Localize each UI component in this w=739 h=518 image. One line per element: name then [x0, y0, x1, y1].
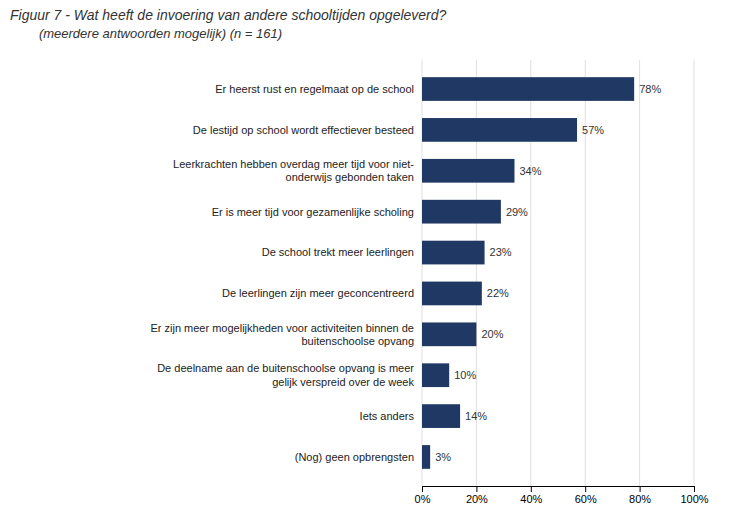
tick: 40% [520, 486, 542, 505]
tick-label: 40% [520, 493, 542, 505]
category-labels: (Nog) geen opbrengsten Iets anders De deel… [150, 83, 414, 463]
subtitle: (meerdere antwoorden mogelijk) (n = 161) [10, 26, 282, 41]
data-label: 34% [519, 165, 541, 177]
data-label: 57% [582, 124, 604, 136]
chart-container: Figuur 7 - Wat heeft de invoering van an… [0, 0, 739, 518]
bar [422, 282, 482, 306]
tick-mark [476, 486, 477, 492]
category-label-line: (Nog) geen opbrengsten [295, 451, 414, 463]
grid-line [694, 60, 695, 486]
tick-mark [585, 486, 586, 492]
category-label: De school trekt meer leerlingen [262, 246, 414, 258]
data-label: 20% [481, 328, 503, 340]
tick-label: 0% [415, 493, 431, 505]
category-label-line: Leerkrachten hebben overdag meer tijd vo… [173, 158, 414, 170]
tick: 20% [466, 486, 488, 505]
tick-mark [422, 486, 423, 492]
category-label-line: Iets anders [360, 410, 415, 422]
tick-label: 100% [680, 493, 708, 505]
grid [422, 60, 694, 486]
tick-mark [694, 486, 695, 492]
tick-label: 20% [466, 493, 488, 505]
x-axis: 0% 20% 40% 60% 80% 100% [415, 486, 709, 505]
category-label-line: onderwijs gebonden taken [286, 171, 414, 183]
bar [422, 241, 485, 265]
bar [422, 404, 460, 428]
category-label-line: Er heerst rust en regelmaat op de school [215, 83, 414, 95]
titles: Figuur 7 - Wat heeft de invoering van an… [10, 7, 447, 41]
data-label: 23% [490, 246, 512, 258]
category-label: Leerkrachten hebben overdag meer tijd vo… [173, 158, 414, 183]
category-label: Er heerst rust en regelmaat op de school [215, 83, 414, 95]
data-label: 29% [506, 206, 528, 218]
title: Figuur 7 - Wat heeft de invoering van an… [10, 7, 447, 23]
category-label: Er zijn meer mogelijkheden voor activite… [150, 322, 414, 347]
grid-line [639, 60, 640, 486]
data-label: 10% [454, 369, 476, 381]
tick: 100% [680, 486, 708, 505]
data-labels: 3% 14% 10% 20% 22% 23% 29% 34% 57% 78% [435, 83, 661, 463]
bar [422, 159, 514, 183]
chart: Figuur 7 - Wat heeft de invoering van an… [0, 0, 739, 518]
data-label: 78% [639, 83, 661, 95]
bar [422, 118, 577, 142]
category-label: De leerlingen zijn meer geconcentreerd [222, 287, 414, 299]
category-label: De lestijd op school wordt effectiever b… [193, 124, 414, 136]
tick-label: 80% [629, 493, 651, 505]
tick: 0% [415, 486, 431, 505]
bar [422, 322, 476, 346]
category-label-line: Er is meer tijd voor gezamenlijke scholi… [212, 206, 414, 218]
plot: 0% 20% 40% 60% 80% 100% 3% 14% 10% 20% 22% 23% 29% 34… [415, 60, 709, 505]
tick: 80% [629, 486, 651, 505]
tick-mark [531, 486, 532, 492]
category-label-line: buitenschoolse opvang [301, 335, 414, 347]
category-label-line: De lestijd op school wordt effectiever b… [193, 124, 414, 136]
data-label: 22% [487, 287, 509, 299]
category-label-line: Er zijn meer mogelijkheden voor activite… [150, 322, 414, 334]
bar [422, 445, 430, 469]
data-label: 3% [435, 451, 451, 463]
tick-mark [640, 486, 641, 492]
bars [422, 77, 634, 469]
category-label-line: De deelname aan de buitenschoolse opvang… [157, 362, 414, 374]
category-label: De deelname aan de buitenschoolse opvang… [157, 362, 414, 387]
category-label: Iets anders [360, 410, 415, 422]
bar [422, 77, 634, 101]
category-label: (Nog) geen opbrengsten [295, 451, 414, 463]
bar [422, 200, 501, 224]
data-label: 14% [465, 410, 487, 422]
category-label-line: gelijk verspreid over de week [272, 376, 414, 388]
category-label-line: De leerlingen zijn meer geconcentreerd [222, 287, 414, 299]
category-label: Er is meer tijd voor gezamenlijke scholi… [212, 206, 414, 218]
category-label-line: De school trekt meer leerlingen [262, 246, 414, 258]
tick-label: 60% [575, 493, 597, 505]
axis-line [423, 487, 695, 493]
bar [422, 363, 449, 387]
tick: 60% [575, 486, 597, 505]
